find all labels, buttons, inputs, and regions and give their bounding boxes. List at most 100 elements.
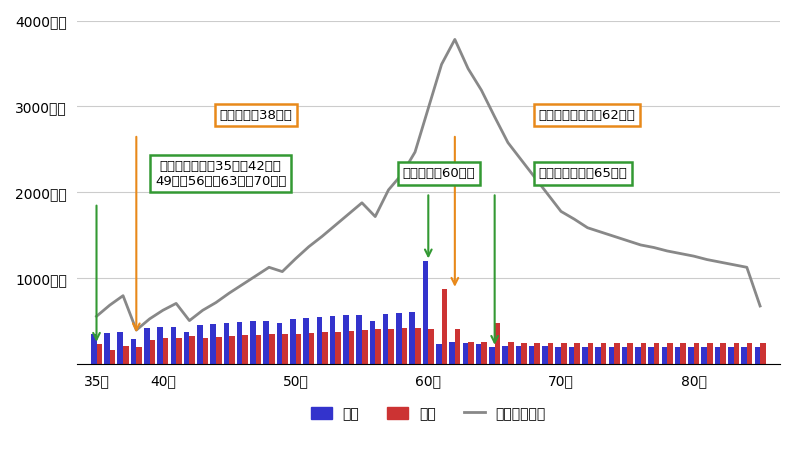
Bar bbox=[476, 344, 482, 365]
Bar bbox=[370, 321, 375, 365]
Bar bbox=[449, 342, 455, 365]
Bar bbox=[242, 335, 248, 365]
Bar bbox=[396, 313, 401, 365]
Bar bbox=[269, 334, 274, 365]
Bar bbox=[237, 322, 242, 365]
Bar bbox=[568, 347, 574, 365]
Bar bbox=[401, 329, 407, 365]
Bar bbox=[720, 343, 726, 365]
Bar bbox=[362, 330, 367, 365]
Bar bbox=[223, 323, 229, 365]
Bar bbox=[335, 332, 341, 365]
Bar bbox=[574, 343, 580, 365]
Bar bbox=[96, 344, 102, 365]
Bar bbox=[588, 343, 593, 365]
Bar bbox=[489, 347, 494, 365]
Bar bbox=[383, 314, 389, 365]
Bar bbox=[316, 317, 322, 365]
Bar bbox=[627, 343, 633, 365]
Bar bbox=[468, 342, 474, 365]
Bar bbox=[123, 345, 129, 365]
Bar bbox=[502, 346, 508, 365]
Bar bbox=[256, 335, 262, 365]
Bar bbox=[529, 346, 534, 365]
Bar bbox=[516, 346, 522, 365]
Bar bbox=[429, 329, 434, 365]
Bar bbox=[211, 324, 216, 365]
Bar bbox=[277, 323, 282, 365]
Bar bbox=[649, 347, 654, 365]
Bar bbox=[694, 343, 700, 365]
Bar bbox=[423, 261, 429, 365]
Bar bbox=[754, 347, 760, 365]
Bar bbox=[741, 347, 747, 365]
Bar bbox=[356, 314, 362, 365]
Bar bbox=[104, 333, 110, 365]
Bar bbox=[728, 347, 734, 365]
Text: 定年退職（60歳）: 定年退職（60歳） bbox=[402, 167, 475, 180]
Bar bbox=[661, 347, 667, 365]
Bar bbox=[614, 343, 619, 365]
Bar bbox=[556, 347, 561, 365]
Bar bbox=[635, 347, 641, 365]
Text: 年金受給開始（65歳）: 年金受給開始（65歳） bbox=[538, 167, 627, 180]
Bar bbox=[441, 289, 447, 365]
Bar bbox=[197, 325, 203, 365]
Bar bbox=[184, 332, 189, 365]
Bar bbox=[707, 343, 712, 365]
Bar bbox=[701, 347, 707, 365]
Bar bbox=[130, 339, 136, 365]
Bar bbox=[747, 343, 752, 365]
Bar bbox=[675, 347, 681, 365]
Bar bbox=[203, 338, 208, 365]
Bar bbox=[681, 343, 686, 365]
Bar bbox=[715, 347, 720, 365]
Bar bbox=[149, 340, 155, 365]
Bar bbox=[409, 312, 415, 365]
Bar bbox=[595, 347, 601, 365]
Bar bbox=[482, 342, 487, 365]
Bar bbox=[157, 328, 163, 365]
Bar bbox=[667, 343, 673, 365]
Bar bbox=[163, 338, 169, 365]
Bar bbox=[622, 347, 627, 365]
Bar bbox=[229, 336, 235, 365]
Bar bbox=[561, 343, 567, 365]
Bar bbox=[463, 343, 468, 365]
Bar bbox=[654, 343, 660, 365]
Bar bbox=[508, 342, 514, 365]
Bar bbox=[296, 334, 301, 365]
Bar bbox=[389, 329, 394, 365]
Bar bbox=[548, 343, 553, 365]
Bar bbox=[343, 315, 349, 365]
Bar bbox=[688, 347, 694, 365]
Bar bbox=[308, 333, 315, 365]
Bar bbox=[349, 331, 355, 365]
Bar bbox=[91, 334, 96, 365]
Bar bbox=[415, 329, 421, 365]
Bar bbox=[494, 323, 500, 365]
Bar bbox=[144, 329, 149, 365]
Bar bbox=[171, 327, 176, 365]
Bar bbox=[189, 336, 195, 365]
Legend: 収入, 支出, 金融資産残高: 収入, 支出, 金融資産残高 bbox=[305, 401, 552, 426]
Bar bbox=[436, 344, 441, 365]
Bar bbox=[375, 329, 381, 365]
Bar bbox=[582, 347, 588, 365]
Bar bbox=[282, 334, 288, 365]
Bar bbox=[760, 343, 766, 365]
Bar bbox=[455, 329, 460, 365]
Bar bbox=[216, 337, 222, 365]
Bar bbox=[330, 316, 335, 365]
Bar bbox=[542, 346, 548, 365]
Bar bbox=[110, 350, 115, 365]
Text: 車の買い替え（35歳、42歳、
49歳、56歳、63歳、70歳）: 車の買い替え（35歳、42歳、 49歳、56歳、63歳、70歳） bbox=[155, 160, 286, 188]
Bar bbox=[734, 343, 739, 365]
Bar bbox=[534, 343, 540, 365]
Bar bbox=[601, 343, 607, 365]
Bar bbox=[322, 332, 328, 365]
Bar bbox=[522, 343, 527, 365]
Bar bbox=[290, 319, 296, 365]
Bar bbox=[263, 321, 269, 365]
Bar bbox=[176, 338, 182, 365]
